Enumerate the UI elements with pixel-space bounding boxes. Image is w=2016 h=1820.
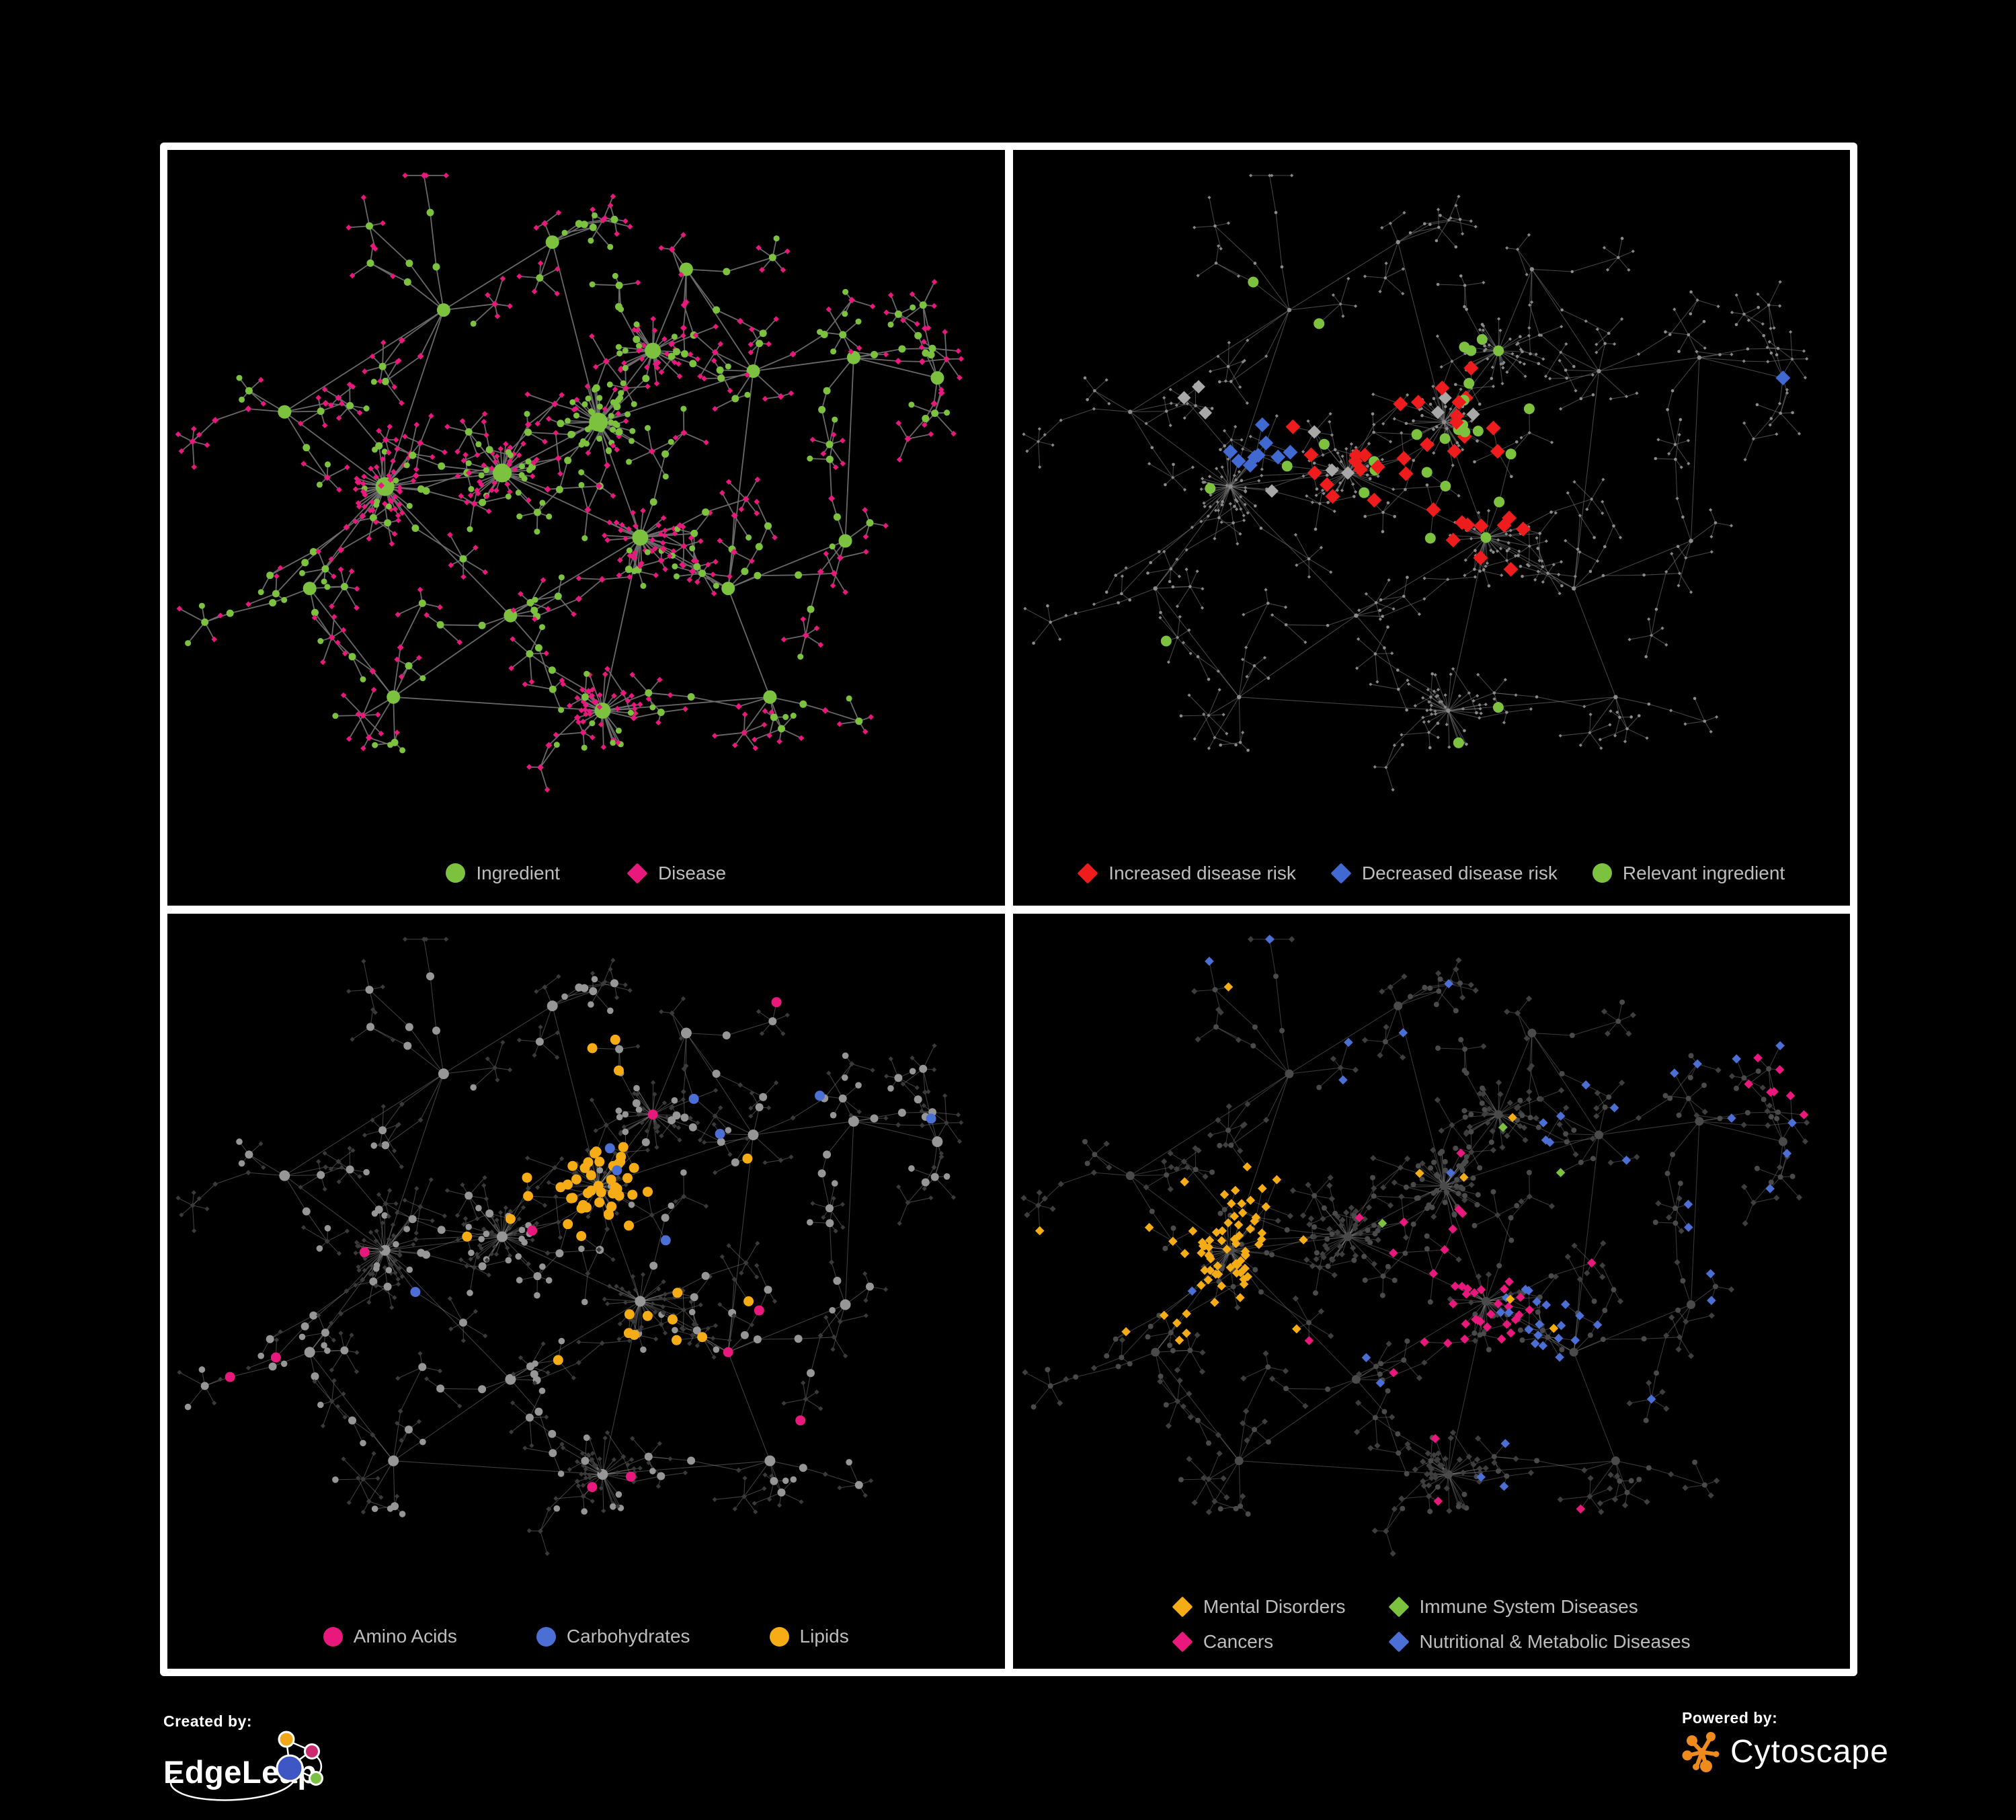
legend-item: Mental Disorders: [1172, 1596, 1346, 1618]
legend-marker-diamond: [1330, 862, 1352, 884]
legend-label: Carbohydrates: [566, 1626, 690, 1647]
legend-marker-diamond: [1387, 1596, 1410, 1618]
legend-marker-diamond: [627, 862, 648, 884]
legend-label: Immune System Diseases: [1419, 1596, 1638, 1617]
legend-item: Cancers: [1172, 1631, 1346, 1653]
legend-marker-diamond: [1387, 1631, 1410, 1653]
panel-disease-risk: Increased disease risk Decreased disease …: [1012, 150, 1851, 906]
legend-label: Cancers: [1203, 1631, 1274, 1652]
edgeleap-logo: EdgeLeap: [163, 1731, 323, 1801]
figure-frame: Ingredient Disease Increased disease risk…: [160, 143, 1857, 1676]
legend-item: Carbohydrates: [536, 1626, 690, 1647]
legend-marker-circle: [446, 863, 466, 883]
legend-item: Ingredient: [446, 863, 560, 884]
legend-item: Lipids: [769, 1626, 849, 1647]
legend-nutrient-classes: Amino Acids Carbohydrates Lipids: [167, 1626, 1005, 1647]
legend-disease-risk: Increased disease risk Decreased disease …: [1013, 863, 1851, 884]
legend-marker-diamond: [1172, 1631, 1193, 1653]
powered-by-label: Powered by:: [1682, 1709, 1778, 1727]
legend-label: Nutritional & Metabolic Diseases: [1419, 1631, 1691, 1652]
legend-item: Disease: [627, 863, 726, 884]
legend-marker-circle: [536, 1626, 556, 1647]
network-graph-disease-classes: [1020, 934, 1810, 1556]
cytoscape-icon: [1682, 1732, 1720, 1772]
edgeleap-node-pink: [304, 1743, 320, 1759]
legend-disease-classes: Mental Disorders Immune System Diseases Ca…: [1013, 1596, 1851, 1653]
panel-ingredient-disease: Ingredient Disease: [167, 150, 1005, 906]
legend-item: Amino Acids: [323, 1626, 457, 1647]
edgeleap-swoosh: [170, 1776, 296, 1801]
network-graph-ingredient-disease: [175, 172, 964, 793]
legend-item: Decreased disease risk: [1330, 862, 1558, 884]
legend-ingredient-disease: Ingredient Disease: [167, 863, 1005, 884]
network-graph-disease-risk: [1021, 173, 1808, 792]
legend-marker-circle: [769, 1626, 789, 1647]
legend-label: Mental Disorders: [1203, 1596, 1346, 1617]
legend-label: Ingredient: [476, 862, 560, 883]
created-by-label: Created by:: [163, 1712, 253, 1730]
legend-item: Nutritional & Metabolic Diseases: [1387, 1631, 1691, 1653]
edgeleap-node-orange: [278, 1731, 295, 1748]
legend-label: Amino Acids: [353, 1626, 457, 1647]
legend-label: Lipids: [799, 1626, 849, 1647]
legend-marker-diamond: [1077, 862, 1098, 884]
legend-marker-circle: [323, 1626, 343, 1647]
legend-item: Increased disease risk: [1077, 862, 1296, 884]
legend-item: Immune System Diseases: [1387, 1596, 1691, 1618]
cytoscape-wordmark: Cytoscape: [1730, 1733, 1889, 1770]
legend-label: Increased disease risk: [1108, 862, 1296, 883]
legend-marker-diamond: [1172, 1596, 1193, 1618]
edgeleap-node-green: [309, 1771, 323, 1786]
edgeleap-node-blue: [276, 1754, 304, 1782]
legend-marker-circle: [1592, 863, 1612, 883]
powered-by-block: Powered by: Cytoscape: [1682, 1709, 1964, 1773]
network-graph-nutrient-classes: [175, 936, 964, 1556]
created-by-block: Created by: EdgeLeap: [163, 1712, 392, 1813]
legend-label: Relevant ingredient: [1622, 862, 1785, 883]
panel-nutrient-classes: Amino Acids Carbohydrates Lipids: [167, 913, 1005, 1669]
legend-label: Decreased disease risk: [1361, 862, 1558, 883]
panel-disease-classes: Mental Disorders Immune System Diseases Ca…: [1012, 913, 1851, 1669]
legend-label: Disease: [657, 862, 727, 883]
legend-item: Relevant ingredient: [1592, 863, 1785, 884]
